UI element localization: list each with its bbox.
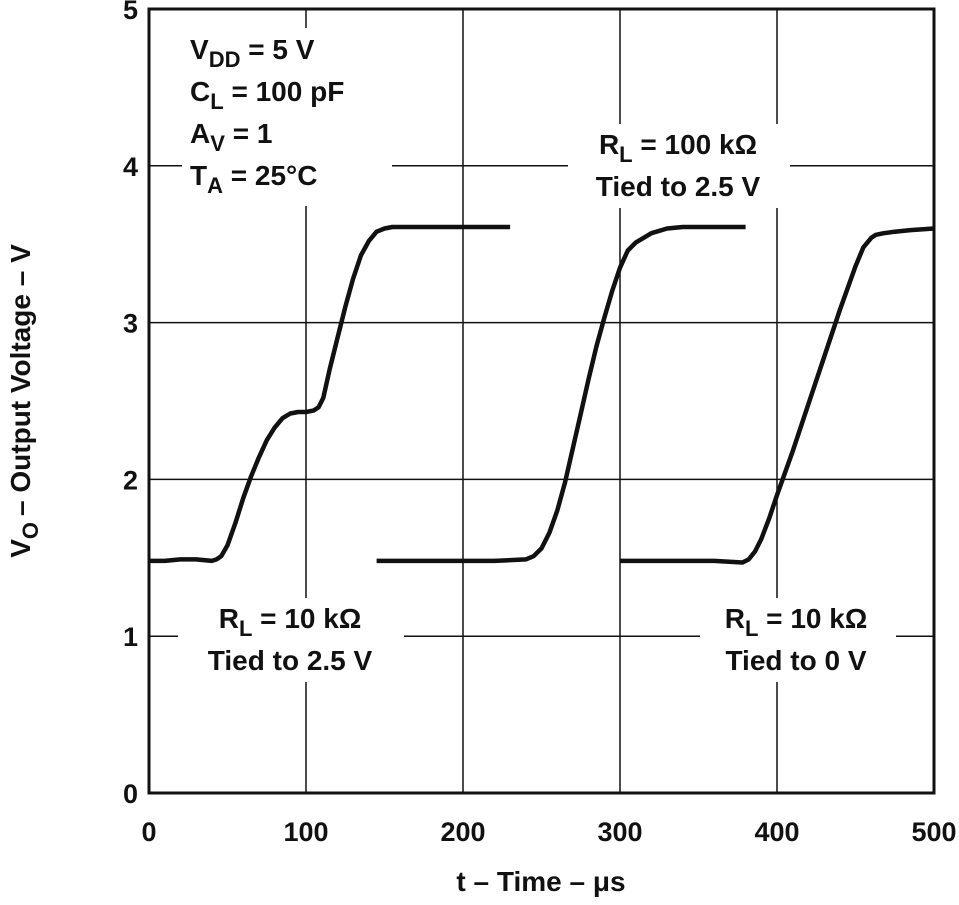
series-3-label: RL = 10 kΩ Tied to 0 V [725,603,868,676]
x-tick-label-4: 400 [754,817,799,847]
condition-vdd: VDD = 5 V [190,34,315,72]
y-tick-label-1: 1 [123,622,138,652]
series-line-3 [620,226,935,565]
y-tick-label-4: 4 [123,152,138,182]
x-tick-label-5: 500 [911,817,956,847]
y-tick-label-5: 5 [123,0,138,25]
annotation-backgrounds [178,28,896,682]
y-tick-label-3: 3 [123,309,138,339]
series-2-label-line1: RL = 100 kΩ [599,129,757,167]
series-line-1 [149,224,511,564]
series-1-label: RL = 10 kΩ Tied to 2.5 V [208,603,373,676]
series-2-label-background [568,124,790,208]
plot-frame [147,7,936,795]
x-axis-tick-labels: 0 100 200 300 400 500 [141,817,956,847]
y-tick-label-0: 0 [123,779,138,809]
series-2-label: RL = 100 kΩ Tied to 2.5 V [596,129,761,202]
x-tick-label-2: 200 [440,817,485,847]
x-axis-title: t – Time – μs [456,866,625,897]
series-1-label-line1: RL = 10 kΩ [219,603,362,641]
series-lines [149,224,935,565]
series-1-label-background [178,598,404,682]
series-3-label-line2: Tied to 0 V [725,645,866,676]
condition-cl: CL = 100 pF [190,76,344,114]
x-tick-label-0: 0 [141,817,156,847]
series-3-label-background [700,598,896,682]
condition-ta: TA = 25°C [190,160,317,198]
condition-av: AV = 1 [190,118,272,156]
y-axis-tick-labels: 0 1 2 3 4 5 [123,0,138,809]
conditions-background [182,28,392,206]
series-2-label-line2: Tied to 2.5 V [596,171,761,202]
series-line-2 [376,224,746,564]
series-3-label-line1: RL = 10 kΩ [725,603,868,641]
y-tick-label-2: 2 [123,465,138,495]
y-axis-title: VO– Output Voltage – V [5,244,43,558]
series-1-label-line2: Tied to 2.5 V [208,645,373,676]
test-conditions: VDD = 5 V CL = 100 pF AV = 1 TA = 25°C [190,34,344,198]
x-tick-label-3: 300 [597,817,642,847]
x-tick-label-1: 100 [283,817,328,847]
